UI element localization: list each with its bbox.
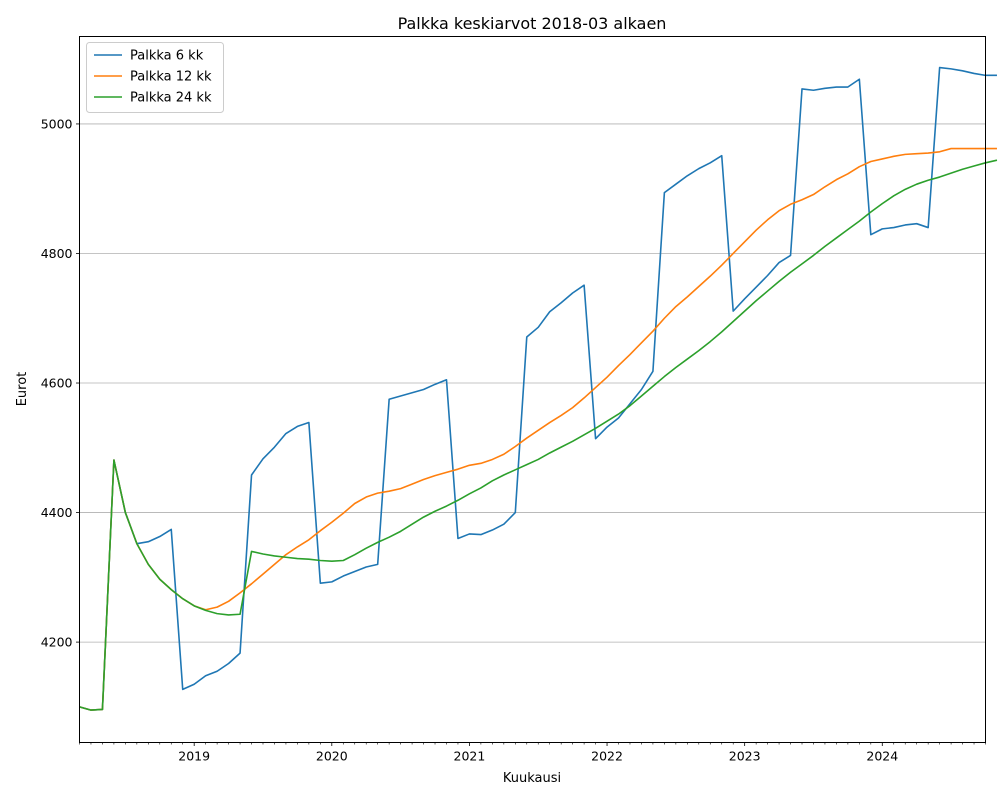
x-tick-label: 2020 — [316, 749, 348, 764]
y-axis-label: Eurot — [15, 372, 30, 407]
x-axis-ticks: 2019 2020 2021 2022 2023 2024 — [79, 742, 986, 764]
series-line-3 — [79, 159, 998, 711]
series-lines — [79, 66, 998, 711]
x-tick-label: 2022 — [591, 749, 623, 764]
x-tick-label: 2023 — [729, 749, 761, 764]
chart-title: Palkka keskiarvot 2018-03 alkaen — [398, 14, 667, 33]
y-tick-label: 4600 — [41, 376, 73, 391]
gridlines — [79, 123, 986, 643]
legend-box — [86, 42, 224, 113]
y-axis-ticks: 4200 4400 4600 4800 5000 — [41, 116, 80, 650]
legend-label-2: Palkka 12 kk — [130, 70, 212, 85]
legend-label-3: Palkka 24 kk — [130, 91, 212, 106]
series-line-1 — [79, 66, 997, 711]
x-tick-label: 2024 — [866, 749, 898, 764]
x-tick-label: 2021 — [454, 749, 486, 764]
y-tick-label: 4400 — [41, 505, 73, 520]
x-axis-label: Kuukausi — [503, 771, 561, 786]
x-tick-label: 2019 — [178, 749, 210, 764]
y-tick-label: 4800 — [41, 246, 73, 261]
series-line-2 — [79, 147, 997, 711]
y-tick-label: 4200 — [41, 635, 73, 650]
plot-frame — [79, 36, 986, 743]
legend-items: Palkka 6 kk Palkka 12 kk Palkka 24 kk — [94, 49, 212, 106]
legend-label-1: Palkka 6 kk — [130, 49, 204, 64]
y-tick-label: 5000 — [41, 116, 73, 131]
legend: Palkka 6 kk Palkka 12 kk Palkka 24 kk — [86, 42, 224, 113]
